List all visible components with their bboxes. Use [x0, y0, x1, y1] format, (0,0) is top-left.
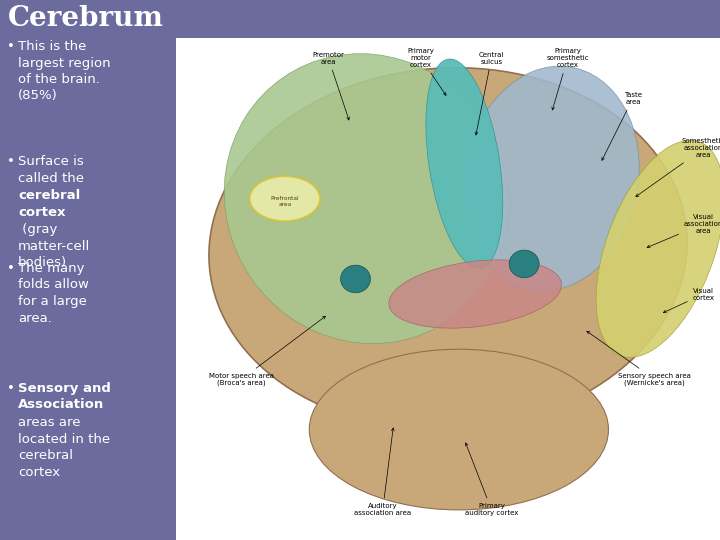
Text: Primary
auditory cortex: Primary auditory cortex: [465, 443, 518, 516]
Text: •: •: [7, 155, 15, 168]
Ellipse shape: [426, 59, 503, 268]
Text: Prefrontal
area: Prefrontal area: [271, 195, 299, 206]
Bar: [176, 38, 720, 540]
Bar: [0, 38, 176, 540]
Text: •: •: [7, 382, 15, 395]
Text: •: •: [7, 262, 15, 275]
Text: Sensory speech area
(Wernicke's area): Sensory speech area (Wernicke's area): [587, 331, 691, 386]
Ellipse shape: [209, 68, 687, 430]
Text: Surface is
called the: Surface is called the: [18, 155, 84, 201]
Text: The many
folds allow
for a large
area.: The many folds allow for a large area.: [18, 262, 89, 325]
Text: areas are
located in the
cerebral
cortex: areas are located in the cerebral cortex: [18, 416, 110, 478]
Ellipse shape: [596, 140, 720, 357]
Text: Auditory
association area: Auditory association area: [354, 428, 411, 516]
Text: Taste
area: Taste area: [602, 92, 642, 160]
Text: Primary
somesthetic
cortex: Primary somesthetic cortex: [546, 48, 589, 110]
Ellipse shape: [224, 53, 508, 343]
Text: •: •: [7, 40, 15, 53]
Text: Sensory and
Association: Sensory and Association: [18, 382, 111, 411]
Ellipse shape: [249, 176, 320, 221]
Ellipse shape: [310, 349, 608, 510]
Ellipse shape: [341, 265, 371, 293]
Text: cerebral
cortex: cerebral cortex: [18, 189, 80, 219]
Text: Motor speech area
(Broca's area): Motor speech area (Broca's area): [209, 316, 325, 386]
Bar: [0, 0, 720, 38]
Text: This is the
largest region
of the brain.
(85%): This is the largest region of the brain.…: [18, 40, 111, 103]
Ellipse shape: [464, 66, 639, 291]
Text: Premotor
area: Premotor area: [312, 52, 349, 120]
Text: Central
sulcus: Central sulcus: [475, 52, 504, 135]
Text: Visual
association
area: Visual association area: [647, 214, 720, 248]
Ellipse shape: [389, 260, 562, 328]
Text: Visual
cortex: Visual cortex: [663, 287, 715, 313]
Text: Primary
motor
cortex: Primary motor cortex: [408, 48, 446, 95]
Text: Somesthetic
association
area: Somesthetic association area: [636, 138, 720, 197]
Ellipse shape: [509, 250, 539, 278]
Text: Cerebrum: Cerebrum: [8, 5, 164, 32]
Text: (gray
matter-cell
bodies): (gray matter-cell bodies): [18, 224, 90, 269]
